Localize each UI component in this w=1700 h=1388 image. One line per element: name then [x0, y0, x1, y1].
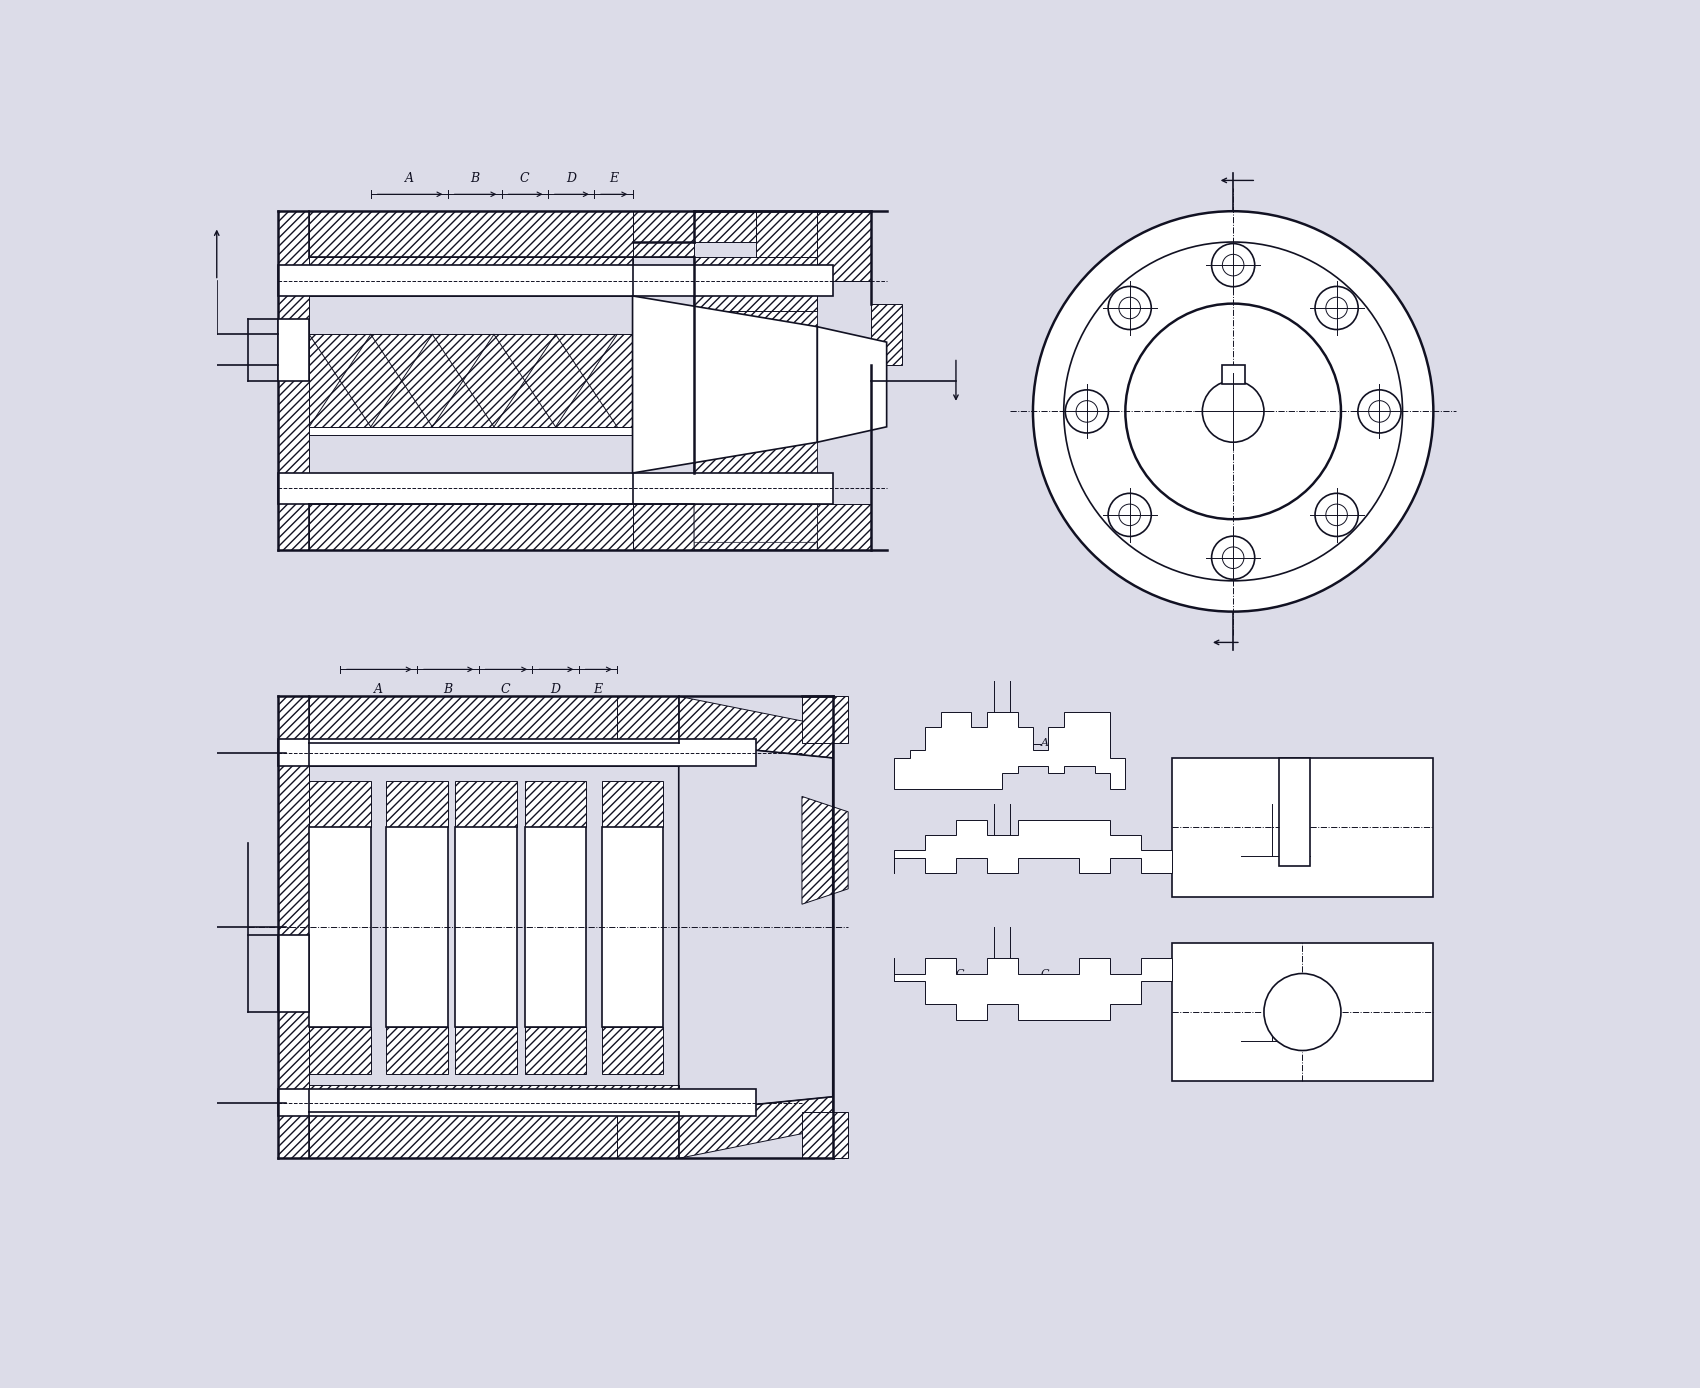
Bar — [1171, 942, 1433, 1081]
Bar — [279, 1090, 756, 1116]
Polygon shape — [894, 958, 1171, 1020]
Bar — [756, 211, 818, 257]
Bar — [802, 1112, 848, 1159]
Circle shape — [1212, 243, 1255, 287]
Bar — [309, 428, 632, 434]
Bar — [279, 265, 833, 296]
Text: A: A — [1040, 738, 1049, 748]
Circle shape — [1263, 973, 1341, 1051]
Bar — [1222, 365, 1244, 384]
Text: C: C — [520, 172, 530, 185]
Text: A: A — [955, 738, 964, 748]
Text: C: C — [1040, 969, 1049, 980]
Bar — [632, 211, 694, 257]
Bar — [818, 504, 870, 550]
Bar — [294, 1112, 617, 1159]
Polygon shape — [694, 257, 818, 550]
Bar — [525, 781, 586, 827]
Bar — [632, 504, 694, 550]
Circle shape — [1316, 493, 1358, 536]
Circle shape — [1125, 304, 1341, 519]
Polygon shape — [678, 1097, 833, 1159]
Polygon shape — [678, 697, 833, 758]
Polygon shape — [894, 712, 1125, 788]
Bar — [279, 936, 309, 1012]
Bar — [602, 827, 663, 1027]
Polygon shape — [894, 819, 1171, 873]
Text: C: C — [955, 969, 964, 980]
Text: D: D — [566, 172, 576, 185]
Bar — [602, 781, 663, 827]
Text: A: A — [374, 683, 382, 697]
Bar — [386, 1027, 447, 1074]
Text: C: C — [502, 683, 510, 697]
Bar — [617, 1112, 678, 1159]
Bar — [1171, 758, 1433, 897]
Text: D: D — [551, 683, 561, 697]
Text: E: E — [1232, 1035, 1241, 1045]
Bar — [525, 1027, 586, 1074]
Circle shape — [1066, 390, 1108, 433]
Text: E: E — [593, 683, 602, 697]
Bar — [456, 1027, 517, 1074]
Bar — [525, 827, 586, 1027]
Circle shape — [1034, 211, 1433, 612]
Bar — [756, 504, 818, 550]
Bar — [294, 211, 632, 257]
Bar — [802, 697, 848, 743]
Bar — [309, 1085, 678, 1112]
Bar — [602, 1027, 663, 1074]
Bar — [294, 697, 617, 743]
Text: E: E — [609, 172, 617, 185]
Text: B: B — [1040, 847, 1049, 856]
Text: D: D — [1232, 849, 1241, 861]
Bar — [309, 257, 632, 296]
Bar — [818, 211, 870, 280]
Bar — [309, 827, 371, 1027]
Bar — [309, 473, 632, 504]
Bar — [279, 697, 309, 1159]
Bar — [617, 697, 678, 743]
Text: B: B — [955, 847, 964, 856]
Bar — [694, 473, 818, 504]
Text: A: A — [405, 172, 413, 185]
Circle shape — [1202, 380, 1263, 443]
Bar — [694, 211, 756, 242]
Bar — [1280, 758, 1311, 866]
Bar — [279, 738, 756, 766]
Bar — [870, 304, 903, 365]
Circle shape — [1108, 286, 1151, 329]
Bar — [386, 781, 447, 827]
Bar — [456, 781, 517, 827]
Text: E: E — [1311, 1035, 1318, 1045]
Bar — [279, 319, 309, 380]
Text: B: B — [471, 172, 479, 185]
Polygon shape — [818, 326, 887, 443]
Circle shape — [1108, 493, 1151, 536]
Bar — [294, 504, 632, 550]
Bar — [279, 211, 309, 550]
Bar — [309, 335, 632, 428]
Polygon shape — [802, 797, 848, 904]
Circle shape — [1358, 390, 1401, 433]
Bar — [456, 827, 517, 1027]
Text: B: B — [444, 683, 452, 697]
Bar — [694, 257, 818, 311]
Bar — [386, 827, 447, 1027]
Text: D: D — [1311, 849, 1319, 861]
Circle shape — [1212, 536, 1255, 579]
Circle shape — [1316, 286, 1358, 329]
Bar — [309, 743, 678, 766]
Polygon shape — [694, 265, 818, 543]
Bar — [309, 781, 371, 827]
Polygon shape — [632, 296, 818, 473]
Bar — [279, 473, 833, 504]
Bar — [309, 1027, 371, 1074]
